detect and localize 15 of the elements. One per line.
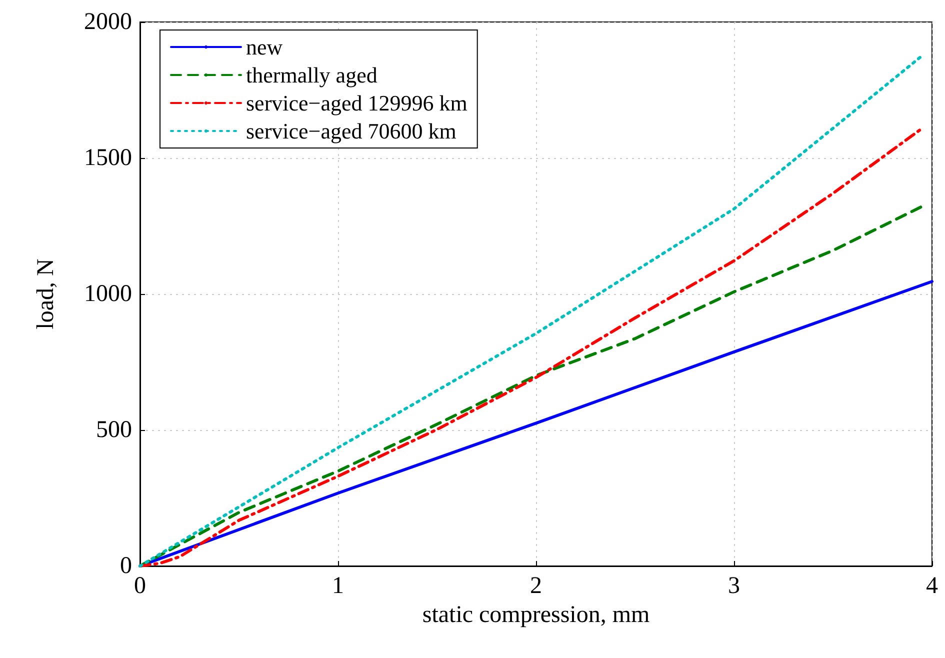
y-axis-title: load, N: [33, 258, 59, 330]
y-tick-label: 2000: [84, 9, 132, 35]
y-tick-label: 0: [120, 553, 132, 579]
legend-label: service−aged 70600 km: [246, 118, 456, 144]
y-tick-label: 1500: [84, 145, 132, 171]
x-tick-label: 2: [530, 573, 542, 599]
x-tick-label: 1: [332, 573, 344, 599]
x-axis-title: static compression, mm: [422, 602, 650, 628]
x-tick-label: 3: [728, 573, 740, 599]
legend-label: new: [246, 34, 283, 60]
legend-label: thermally aged: [246, 62, 378, 88]
y-tick-label: 1000: [84, 281, 132, 307]
legend-label: service−aged 129996 km: [246, 90, 468, 116]
x-tick-label: 4: [926, 573, 938, 599]
y-tick-label: 500: [96, 417, 132, 443]
